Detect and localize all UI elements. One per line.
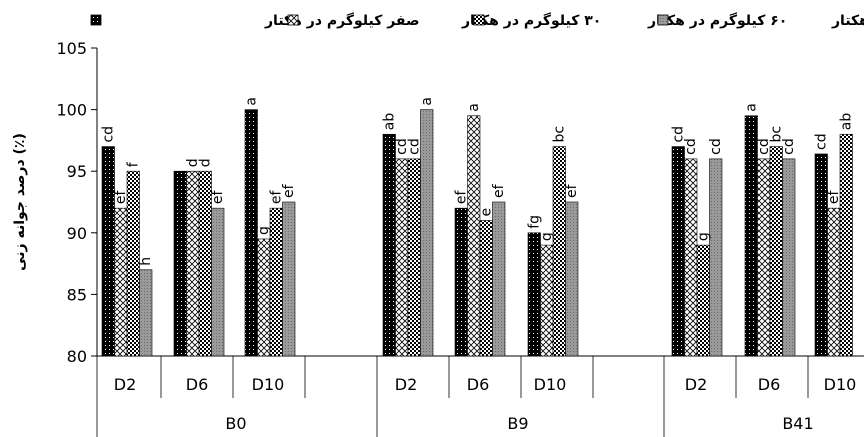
group-label: B41 [782,414,813,433]
significance-letter: a [466,103,482,112]
significance-letter: ab [381,113,397,131]
significance-letter: cd [756,138,772,155]
bar [479,220,493,357]
bar [269,207,283,357]
bar [211,207,225,357]
significance-letter: cd [683,138,699,155]
significance-letter: ab [838,113,854,131]
significance-letter: ef [564,183,580,198]
category-label: D6 [186,375,209,394]
bar [420,109,434,357]
bar [395,158,409,357]
bar [244,109,258,357]
significance-letter: cd [813,133,829,150]
legend-label: ۶۰ کیلوگرم در هکتار [647,12,787,29]
significance-letter: cd [708,138,724,155]
bar [769,146,783,357]
category-label: D10 [534,375,567,394]
significance-letter: cd [406,138,422,155]
bar [467,115,481,357]
significance-letter: cd [394,138,410,155]
bar [709,158,723,357]
significance-letter: ef [113,190,129,205]
significance-letter: h [138,257,154,266]
legend-swatch [287,14,299,26]
significance-letter: ef [281,183,297,198]
bar [782,158,796,357]
bar [282,201,296,357]
significance-letter: d [185,158,201,167]
bar [126,170,140,357]
y-tick-label: 85 [67,285,87,304]
group-label: B9 [507,414,528,433]
legend-label: صفر کیلوگرم در هکتار [264,12,420,29]
bar [257,238,271,357]
significance-letter: cd [781,138,797,155]
bar [814,153,828,357]
y-tick-label: 105 [56,39,87,58]
bar [139,269,153,357]
bar [454,207,468,357]
y-tick-label: 90 [67,224,87,243]
legend-swatch [657,14,669,26]
bar [540,244,554,357]
bar [696,244,710,357]
significance-letter: bc [551,126,567,143]
legend-swatch [90,14,102,26]
y-axis-title: درصد جوانه زنی (٪) [12,133,28,271]
significance-letter: a [243,97,259,106]
significance-letter: g [539,232,555,241]
bar [114,207,128,357]
significance-letter: fg [526,215,542,229]
significance-letter: a [743,103,759,112]
significance-letter: g [695,232,711,241]
significance-letter: cd [100,126,116,143]
significance-letter: ef [268,190,284,205]
legend-swatch [473,14,485,26]
category-label: D2 [114,375,137,394]
category-label: D10 [252,375,285,394]
significance-letter: cd [670,126,686,143]
legend-label: ۹۰ کیلوگرم در هکتار [831,12,864,29]
category-label: D2 [395,375,418,394]
significance-letter: a [419,97,435,106]
bar [382,133,396,357]
significance-letter: ef [453,190,469,205]
category-label: D6 [758,375,781,394]
group-label: B0 [225,414,246,433]
bar [101,146,115,357]
legend-label: ۳۰ کیلوگرم در هکتار [461,12,601,29]
significance-letter: f [125,161,141,167]
bar [186,170,200,357]
bar [671,146,685,357]
significance-letter: ef [826,190,842,205]
bar [839,133,853,357]
y-tick-label: 95 [67,162,87,181]
category-label: D10 [824,375,857,394]
bar [527,232,541,357]
significance-letter: ef [210,190,226,205]
category-label: D6 [467,375,490,394]
bar [407,158,421,357]
bar [827,207,841,357]
bar [492,201,506,357]
bar [552,146,566,357]
bar [565,201,579,357]
significance-letter: e [478,208,494,217]
bar [684,158,698,357]
category-label: D2 [685,375,708,394]
bar [757,158,771,357]
significance-letter: d [197,158,213,167]
y-tick-label: 80 [67,347,87,366]
significance-letter: g [256,226,272,235]
y-tick-label: 100 [56,101,87,120]
significance-letter: bc [768,126,784,143]
significance-letter: ef [491,183,507,198]
bar [173,170,187,357]
